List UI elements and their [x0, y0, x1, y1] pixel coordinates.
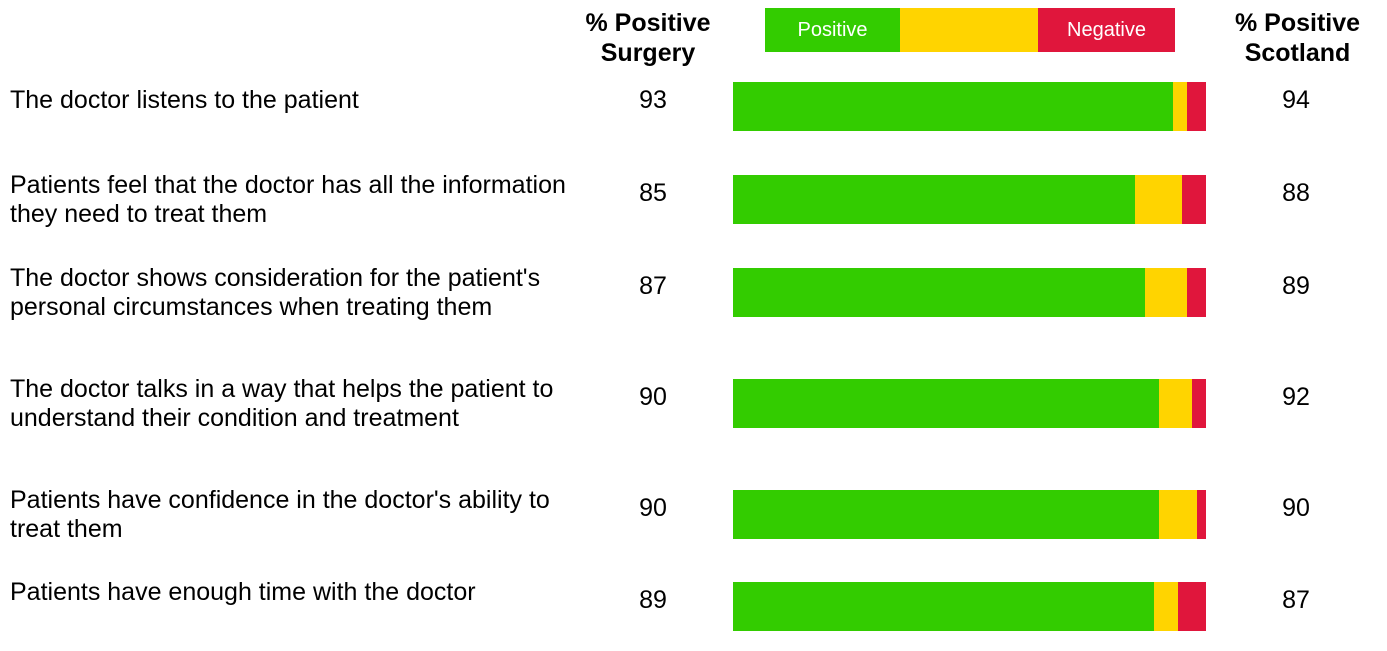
- legend-entry: Negative: [1038, 8, 1175, 52]
- bar-segment: [1177, 582, 1206, 631]
- category-label: The doctor shows consideration for the p…: [10, 264, 541, 321]
- bar-segment: [1158, 379, 1192, 428]
- bar-segment: [1182, 175, 1206, 224]
- surgery-value: 93: [639, 86, 667, 114]
- bar-segment: [1172, 82, 1188, 131]
- scotland-value: 90: [1282, 494, 1310, 522]
- bar-segment: [733, 582, 1154, 631]
- surgery-value: 90: [639, 383, 667, 411]
- bar-segment: [1144, 268, 1188, 317]
- surgery-value: 89: [639, 586, 667, 614]
- legend-entry: Positive: [765, 8, 900, 52]
- bar-segment: [733, 379, 1159, 428]
- surgery-value: 85: [639, 179, 667, 207]
- bar-segment: [1158, 490, 1197, 539]
- bar-segment: [733, 175, 1136, 224]
- category-label: The doctor talks in a way that helps the…: [10, 375, 554, 432]
- legend-entry: [900, 8, 1038, 52]
- surgery-value: 87: [639, 272, 667, 300]
- bar-segment: [1135, 175, 1183, 224]
- bar-segment: [733, 490, 1159, 539]
- category-label: Patients feel that the doctor has all th…: [10, 171, 566, 228]
- scotland-value: 92: [1282, 383, 1310, 411]
- bar-segment: [733, 82, 1173, 131]
- category-label: Patients have enough time with the docto…: [10, 578, 476, 606]
- scotland-value: 89: [1282, 272, 1310, 300]
- category-label: The doctor listens to the patient: [10, 86, 359, 114]
- bar-segment: [1187, 268, 1206, 317]
- surgery-value: 90: [639, 494, 667, 522]
- category-label: Patients have confidence in the doctor's…: [10, 486, 550, 543]
- surgery-header: % Positive Surgery: [585, 9, 711, 67]
- bar-segment: [1196, 490, 1206, 539]
- bar-segment: [1153, 582, 1178, 631]
- scotland-value: 88: [1282, 179, 1310, 207]
- scotland-value: 94: [1282, 86, 1310, 114]
- bar-segment: [733, 268, 1145, 317]
- bar-segment: [1191, 379, 1206, 428]
- bar-segment: [1187, 82, 1206, 131]
- scotland-header: % Positive Scotland: [1234, 9, 1361, 67]
- scotland-value: 87: [1282, 586, 1310, 614]
